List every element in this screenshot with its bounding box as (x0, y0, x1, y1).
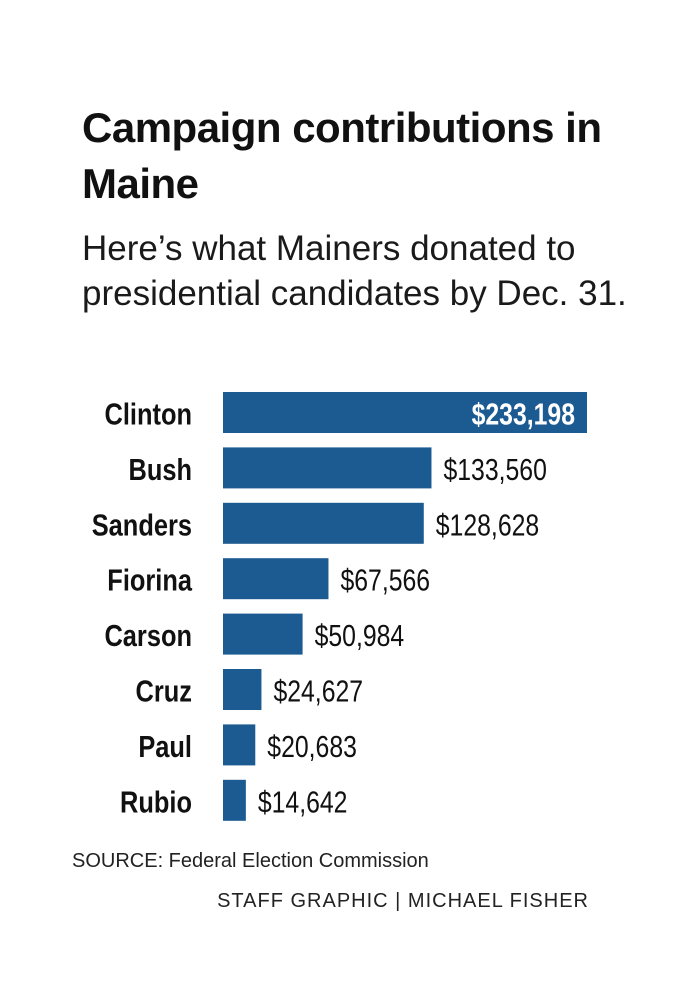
category-label-bush: Bush (128, 453, 192, 488)
value-label-clinton: $233,198 (472, 397, 575, 431)
bar-cruz (223, 669, 261, 710)
bar-chart: Clinton $233,198 Bush $133,560 Sanders $128,6… (0, 380, 683, 830)
category-label-paul: Paul (138, 730, 192, 765)
value-label-fiorina: $67,566 (340, 563, 430, 597)
category-label-sanders: Sanders (92, 508, 192, 543)
value-label-cruz: $24,627 (273, 674, 363, 708)
bar-fiorina (223, 558, 328, 599)
bar-bush (223, 447, 431, 488)
value-label-carson: $50,984 (315, 618, 405, 652)
bar-paul (223, 724, 255, 765)
chart-subtitle: Here’s what Mainers donated to president… (82, 226, 642, 316)
bar-rubio (223, 780, 246, 821)
staff-credit: STAFF GRAPHIC | MICHAEL FISHER (217, 890, 589, 913)
bar-carson (223, 614, 303, 655)
category-label-fiorina: Fiorina (107, 563, 192, 598)
chart-title: Campaign contributions in Maine (82, 100, 642, 212)
value-label-sanders: $128,628 (436, 508, 539, 542)
value-label-bush: $133,560 (443, 452, 546, 486)
category-label-carson: Carson (104, 619, 192, 654)
bar-sanders (223, 503, 424, 544)
value-label-rubio: $14,642 (258, 785, 348, 819)
value-label-paul: $20,683 (267, 729, 357, 763)
category-label-cruz: Cruz (136, 674, 192, 709)
category-label-rubio: Rubio (120, 785, 192, 820)
category-label-clinton: Clinton (105, 397, 192, 432)
source-note: SOURCE: Federal Election Commission (72, 850, 429, 873)
